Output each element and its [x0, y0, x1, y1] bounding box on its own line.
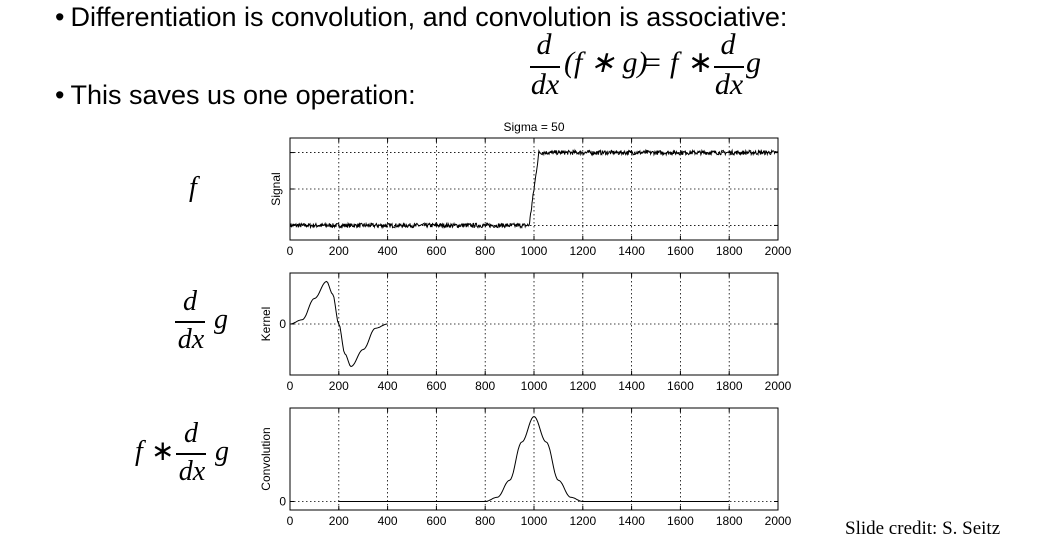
x-tick-label: 1200 [569, 379, 596, 393]
bullet-1: • Differentiation is convolution, and con… [55, 2, 787, 33]
series-line-3 [338, 415, 730, 502]
bullet-1-text: Differentiation is convolution, and conv… [70, 2, 788, 32]
x-tick-label: 400 [378, 379, 398, 393]
row-label-dx2: dx [178, 456, 206, 487]
row-label-g: g [214, 304, 228, 335]
bullet-marker: • [55, 2, 65, 32]
x-tick-label: 1000 [521, 379, 548, 393]
bullet-marker: • [55, 80, 65, 110]
row-label-bar [175, 321, 205, 323]
x-tick-label: 1000 [521, 514, 548, 528]
bullet-2-text: This saves us one operation: [70, 80, 416, 110]
x-tick-label: 0 [287, 514, 294, 528]
x-tick-label: 1600 [667, 244, 694, 258]
lhs-group: (f ∗ g) [564, 46, 648, 79]
row-label-f: f [189, 172, 197, 203]
x-tick-label: 1800 [716, 379, 743, 393]
x-tick-label: 200 [329, 514, 349, 528]
x-tick-label: 600 [426, 379, 446, 393]
rhs-fraction-d: d [720, 28, 736, 61]
chart-title: Sigma = 50 [503, 120, 564, 134]
x-tick-label: 1800 [716, 514, 743, 528]
y-tick-label: 0 [279, 495, 286, 509]
x-tick-label: 800 [475, 514, 495, 528]
equals-sign: = [644, 46, 661, 79]
x-tick-label: 1200 [569, 514, 596, 528]
rhs-f: f [670, 46, 679, 79]
x-tick-label: 800 [475, 244, 495, 258]
y-axis-label: Signal [269, 172, 283, 205]
x-tick-label: 1400 [618, 514, 645, 528]
row-label-d2: d [184, 418, 198, 449]
y-axis-label: Convolution [259, 427, 273, 490]
rhs-star: ∗ [688, 46, 714, 79]
x-tick-label: 200 [329, 379, 349, 393]
x-tick-label: 400 [378, 514, 398, 528]
row-label-star: ∗ [151, 436, 175, 467]
x-tick-label: 2000 [765, 514, 792, 528]
fraction-bar [530, 66, 560, 68]
plot-frame-3 [289, 407, 779, 511]
series-line-2 [289, 280, 388, 368]
x-tick-label: 2000 [765, 379, 792, 393]
x-tick-label: 0 [287, 244, 294, 258]
x-tick-label: 1600 [667, 514, 694, 528]
x-tick-label: 1000 [521, 244, 548, 258]
x-tick-label: 200 [329, 244, 349, 258]
x-tick-label: 400 [378, 244, 398, 258]
row-label-bar2 [176, 453, 206, 455]
slide-credit: Slide credit: S. Seitz [845, 518, 1001, 539]
x-tick-label: 2000 [765, 244, 792, 258]
x-tick-label: 1200 [569, 244, 596, 258]
x-tick-label: 1400 [618, 244, 645, 258]
x-tick-label: 0 [287, 379, 294, 393]
y-axis-label: Kernel [259, 307, 273, 342]
y-tick-label: 0 [279, 317, 286, 331]
row-label-dx: dx [177, 324, 205, 355]
rhs-g: g [746, 46, 761, 79]
series-line-1 [289, 148, 779, 230]
rhs-fraction-dx: dx [714, 68, 744, 101]
associativity-equation: d dx (f ∗ g) = f ∗ d dx g [528, 30, 768, 102]
x-tick-label: 800 [475, 379, 495, 393]
fraction-dx: dx [530, 68, 560, 101]
row-label-f2: f [135, 436, 143, 467]
row-label-d: d [183, 286, 197, 317]
row-label-g2: g [215, 436, 229, 467]
rhs-fraction-bar [714, 66, 744, 68]
x-tick-label: 600 [426, 514, 446, 528]
row-label-dg: d dx g [170, 288, 240, 358]
x-tick-label: 1800 [716, 244, 743, 258]
x-tick-label: 1400 [618, 379, 645, 393]
bullet-2: • This saves us one operation: [55, 80, 416, 111]
fraction-d: d [536, 28, 552, 61]
x-tick-label: 600 [426, 244, 446, 258]
x-tick-label: 1600 [667, 379, 694, 393]
row-label-fdg: f ∗ d dx g [135, 420, 245, 490]
